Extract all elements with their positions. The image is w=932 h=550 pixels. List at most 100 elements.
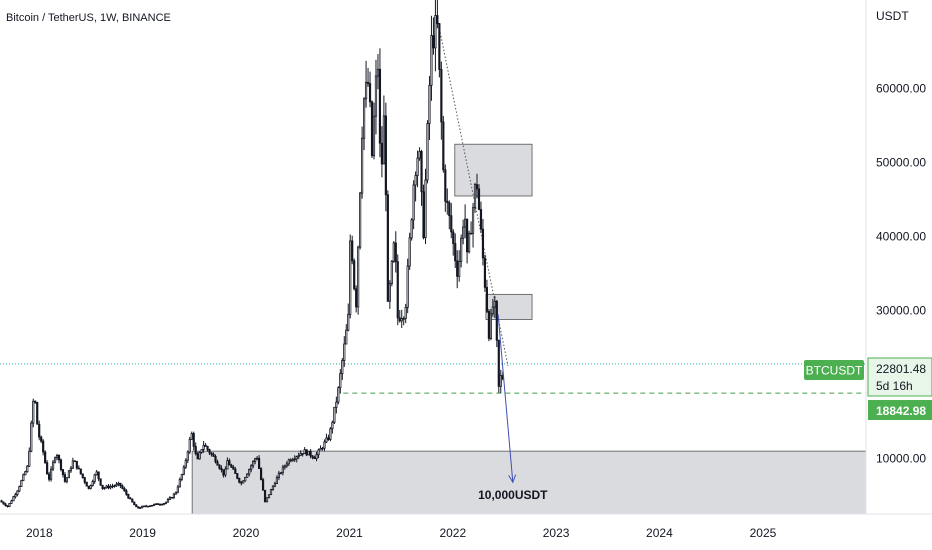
candle-body-112 <box>222 469 225 476</box>
candle-body-233 <box>462 226 465 239</box>
candle-body-20 <box>40 436 43 442</box>
candle-body-116 <box>230 464 233 468</box>
candle-body-154 <box>305 449 308 456</box>
chart-title: Bitcoin / TetherUS, 1W, BINANCE <box>6 12 171 24</box>
target-label[interactable]: 10,000USDT <box>478 488 548 502</box>
candle-body-49 <box>97 471 100 480</box>
candle-body-34 <box>67 470 71 479</box>
candle-body-136 <box>269 489 273 496</box>
candle-body-231 <box>458 260 461 277</box>
demand-supply-zone-2[interactable] <box>454 143 533 197</box>
candle-body-88 <box>174 491 177 495</box>
candle-body-210 <box>416 157 419 176</box>
candle-body-61 <box>121 485 124 489</box>
candle-body-96 <box>190 433 193 440</box>
candle-body-77 <box>153 503 156 506</box>
candle-body-13 <box>26 465 29 473</box>
candle-body-194 <box>384 115 387 196</box>
candle-body-128 <box>254 458 257 462</box>
candle-body-121 <box>240 481 243 484</box>
candle-body-110 <box>218 464 221 469</box>
candle-body-209 <box>414 175 417 186</box>
candle-body-45 <box>89 485 92 489</box>
candle-body-11 <box>22 474 25 481</box>
candle-body-14 <box>28 450 31 467</box>
candle-body-153 <box>303 449 306 454</box>
candle-body-174 <box>345 329 348 345</box>
candle-body-250 <box>495 300 498 341</box>
projection-arrow-head <box>508 474 517 484</box>
candle-body-94 <box>186 451 189 461</box>
y-tick-label: 40000.00 <box>876 230 926 244</box>
candle-body-191 <box>378 68 382 144</box>
candle-body-147 <box>291 459 294 462</box>
candle-body-1 <box>2 501 5 505</box>
candle-body-192 <box>380 142 384 165</box>
candle-body-241 <box>477 188 481 210</box>
candle-body-176 <box>349 240 352 315</box>
candle-body-124 <box>246 473 249 478</box>
candle-body-47 <box>93 474 96 482</box>
candle-body-22 <box>44 451 47 464</box>
candle-body-38 <box>75 460 78 469</box>
candle-body-217 <box>430 35 433 86</box>
candle-body-85 <box>168 497 172 500</box>
candle-body-163 <box>323 441 326 449</box>
candle-body-226 <box>448 202 451 217</box>
candle-body-8 <box>16 490 19 495</box>
candle-body-21 <box>42 440 45 453</box>
candle-body-183 <box>362 98 366 139</box>
candle-body-228 <box>452 231 455 244</box>
candle-body-120 <box>238 477 241 483</box>
candle-body-205 <box>406 265 409 308</box>
candle-body-57 <box>113 485 116 487</box>
candle-body-164 <box>325 437 328 443</box>
candle-body-252 <box>499 375 502 387</box>
candle-body-37 <box>73 460 76 463</box>
candle-body-36 <box>71 460 74 469</box>
candle-body-140 <box>277 472 280 478</box>
candle-body-102 <box>202 444 205 450</box>
trendline[interactable] <box>437 22 509 367</box>
candle-body-27 <box>53 457 57 463</box>
candle-body-109 <box>216 461 219 466</box>
candle-body-179 <box>355 288 358 308</box>
candle-body-15 <box>30 422 33 452</box>
candle-body-93 <box>184 459 187 468</box>
candle-body-29 <box>57 454 61 461</box>
demand-supply-zone-1[interactable] <box>191 450 867 515</box>
candle-body-149 <box>295 456 298 460</box>
candle-body-81 <box>160 503 164 506</box>
candle-body-161 <box>319 447 322 451</box>
candle-body-159 <box>315 454 318 460</box>
candle-body-143 <box>283 465 286 468</box>
candle-body-186 <box>368 83 372 103</box>
zones-layer <box>191 143 867 515</box>
candle-body-133 <box>263 489 267 503</box>
candle-body-119 <box>236 473 239 479</box>
candle-body-152 <box>301 453 304 455</box>
candle-body-100 <box>198 452 201 460</box>
candle-body-84 <box>166 499 170 503</box>
candle-body-7 <box>14 494 17 498</box>
candle-body-103 <box>204 444 207 447</box>
candle-body-170 <box>337 387 340 403</box>
candle-body-50 <box>99 478 102 486</box>
candle-body-78 <box>154 503 158 505</box>
last-price-value: 22801.48 <box>876 362 926 376</box>
candle-body-75 <box>149 505 152 507</box>
x-tick-label: 2025 <box>750 526 777 540</box>
candle-body-82 <box>162 502 166 505</box>
candle-body-134 <box>265 497 269 503</box>
symbol-badge[interactable] <box>804 360 864 380</box>
candle-body-97 <box>192 433 195 447</box>
projection-arrow[interactable] <box>497 314 514 483</box>
candle-body-212 <box>420 150 423 193</box>
candle-body-190 <box>376 68 380 77</box>
candle-body-52 <box>103 487 106 489</box>
x-tick-label: 2018 <box>26 526 53 540</box>
candle-body-70 <box>139 507 142 509</box>
candle-body-225 <box>446 200 449 203</box>
candle-body-26 <box>51 461 55 470</box>
